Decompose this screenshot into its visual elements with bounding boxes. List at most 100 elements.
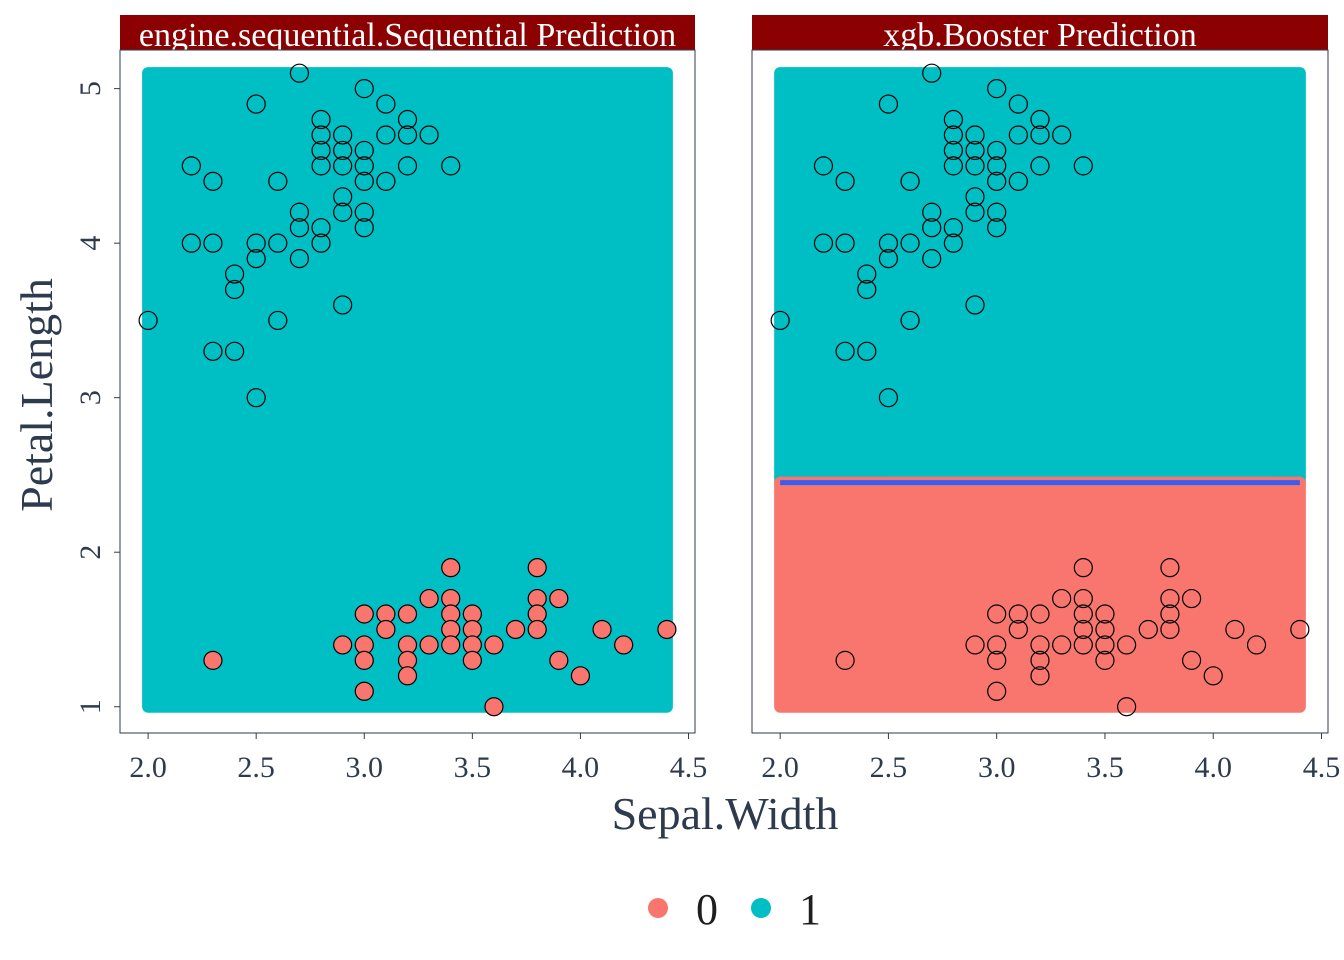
data-point xyxy=(354,650,374,670)
data-point xyxy=(268,233,288,253)
x-tick-label: 4.5 xyxy=(670,751,708,784)
data-point xyxy=(419,125,439,145)
data-point xyxy=(1030,604,1050,624)
data-point xyxy=(333,187,353,207)
data-point xyxy=(441,156,461,176)
data-point xyxy=(1008,125,1028,145)
y-tick-label: 5 xyxy=(74,81,107,96)
data-point xyxy=(333,125,353,145)
data-point xyxy=(1290,619,1310,640)
data-point xyxy=(311,233,331,253)
data-point xyxy=(1181,588,1202,609)
data-point xyxy=(900,233,920,253)
panel-1: engine.sequential.Sequential Prediction 2… xyxy=(74,15,707,784)
data-point xyxy=(203,341,223,361)
legend-key xyxy=(648,898,668,918)
data-point xyxy=(922,218,942,238)
data-point xyxy=(1160,588,1180,609)
x-axis-title: Sepal.Width xyxy=(612,788,839,839)
data-point xyxy=(835,650,855,670)
data-point xyxy=(1095,619,1115,640)
data-point xyxy=(354,681,374,701)
data-point xyxy=(965,140,985,161)
data-point xyxy=(289,202,310,222)
data-point xyxy=(1117,635,1137,655)
data-point xyxy=(419,635,439,655)
data-point xyxy=(835,171,855,191)
data-point xyxy=(203,171,223,191)
data-point xyxy=(878,388,899,408)
data-point xyxy=(527,558,547,578)
data-point xyxy=(813,156,834,176)
data-point xyxy=(943,233,963,253)
data-point xyxy=(268,310,288,331)
data-point xyxy=(1073,604,1093,624)
data-point xyxy=(835,233,855,253)
strip-background xyxy=(752,15,1328,50)
data-point xyxy=(922,63,942,83)
legend-item-1: 1 xyxy=(751,885,821,934)
data-point xyxy=(397,156,418,176)
data-point xyxy=(592,619,612,640)
data-point xyxy=(1008,94,1028,114)
x-tick-label: 3.0 xyxy=(978,751,1016,784)
data-point xyxy=(1030,635,1050,655)
panels-group: engine.sequential.Sequential Prediction 2… xyxy=(74,15,1340,784)
data-point xyxy=(1052,635,1072,655)
data-point xyxy=(246,94,266,114)
data-point xyxy=(354,156,374,176)
data-point xyxy=(1095,604,1115,624)
data-point xyxy=(441,635,461,655)
data-point xyxy=(835,341,855,361)
data-point xyxy=(289,249,310,269)
data-point xyxy=(1073,588,1093,609)
data-point xyxy=(900,171,920,191)
data-point xyxy=(1203,666,1223,686)
data-point xyxy=(246,233,266,253)
data-point xyxy=(181,233,201,253)
data-point xyxy=(181,156,201,176)
x-tick-label: 3.0 xyxy=(346,751,384,784)
data-point xyxy=(1052,125,1072,145)
data-point xyxy=(333,635,353,655)
data-point xyxy=(419,588,439,609)
data-point xyxy=(987,218,1007,238)
y-tick-label: 1 xyxy=(74,699,107,714)
data-point xyxy=(987,650,1007,670)
panel-border xyxy=(751,49,1329,734)
data-point xyxy=(203,650,223,670)
data-point xyxy=(246,249,266,269)
data-point xyxy=(878,94,899,114)
data-point xyxy=(570,666,591,686)
data-point xyxy=(1008,604,1028,624)
data-point xyxy=(813,233,834,253)
data-point xyxy=(922,249,942,269)
plot-area xyxy=(770,63,1310,717)
x-tick-label: 3.5 xyxy=(454,751,492,784)
data-point xyxy=(987,604,1007,624)
data-point xyxy=(397,109,418,130)
data-point xyxy=(289,63,310,83)
data-point xyxy=(354,171,374,191)
legend-label: 1 xyxy=(799,885,821,934)
y-tick-label: 2 xyxy=(74,545,107,560)
data-point xyxy=(354,140,374,161)
panel-title: engine.sequential.Sequential Prediction xyxy=(139,17,676,54)
data-point xyxy=(857,341,877,361)
data-point xyxy=(1073,635,1093,655)
data-point xyxy=(246,388,266,408)
x-tick-label: 2.5 xyxy=(237,751,275,784)
y-tick-label: 4 xyxy=(74,236,107,251)
data-point xyxy=(965,295,985,315)
data-point xyxy=(376,619,396,640)
data-point xyxy=(900,310,920,331)
data-point xyxy=(354,202,374,222)
data-point xyxy=(397,125,418,145)
data-point xyxy=(878,233,899,253)
x-tick-label: 4.0 xyxy=(562,751,600,784)
data-point xyxy=(549,650,569,670)
data-point xyxy=(1052,588,1072,609)
data-point xyxy=(943,125,963,145)
data-point xyxy=(311,156,331,176)
